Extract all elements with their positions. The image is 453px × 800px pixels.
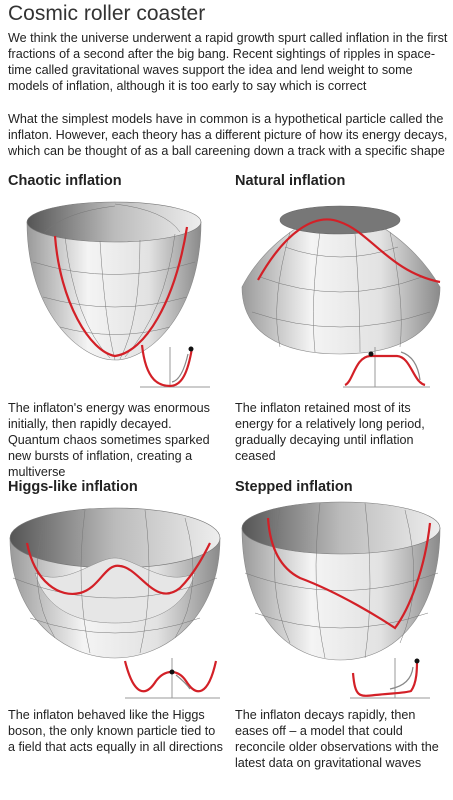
panel-title: Natural inflation [235,173,346,189]
title: Cosmic roller coaster [8,2,206,25]
panel-text: The inflaton behaved like the Higgs boso… [8,708,223,754]
chaotic-illustration [26,201,210,388]
panel-title: Stepped inflation [235,479,353,495]
panel-title: Chaotic inflation [8,173,122,189]
panel-text: The inflaton retained most of its energy… [235,401,425,463]
stepped-illustration [241,501,441,699]
panel-text: The inflaton decays rapidly, then eases … [235,708,439,770]
panel-text: The inflaton's energy was enormous initi… [8,401,210,479]
lead: What the simplest models have in common … [8,112,448,158]
panel-title: Higgs-like inflation [8,479,138,495]
intro: We think the universe underwent a rapid … [8,31,448,93]
higgs-illustration [9,507,221,699]
natural-illustration [241,205,441,388]
